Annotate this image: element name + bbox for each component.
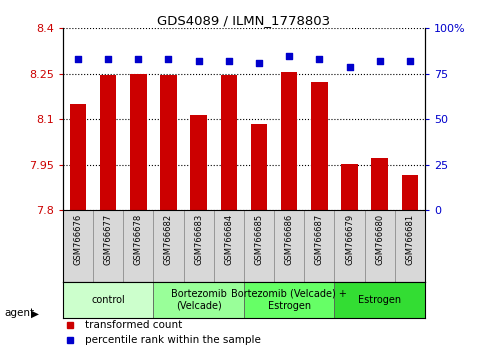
Bar [154, 210, 184, 282]
Point [74, 56, 82, 62]
Text: control: control [91, 295, 125, 305]
Bar [184, 210, 213, 282]
Text: transformed count: transformed count [85, 320, 182, 330]
Bar [251, 124, 267, 210]
Text: GSM766681: GSM766681 [405, 214, 414, 265]
Bar [160, 75, 177, 210]
Bar [395, 210, 425, 282]
Text: GSM766680: GSM766680 [375, 214, 384, 265]
Point [165, 56, 172, 62]
Bar [213, 210, 244, 282]
Title: GDS4089 / ILMN_1778803: GDS4089 / ILMN_1778803 [157, 14, 330, 27]
Text: Estrogen: Estrogen [358, 295, 401, 305]
Text: GSM766682: GSM766682 [164, 214, 173, 265]
Point [285, 53, 293, 58]
Text: agent: agent [5, 308, 35, 318]
Text: GSM766679: GSM766679 [345, 214, 354, 265]
Text: GSM766683: GSM766683 [194, 214, 203, 265]
Bar [334, 210, 365, 282]
Point [225, 58, 233, 64]
Bar [190, 115, 207, 210]
Bar [130, 74, 146, 210]
Bar [304, 210, 334, 282]
Bar [63, 282, 154, 318]
Bar [100, 75, 116, 210]
Point [255, 60, 263, 66]
Bar [334, 282, 425, 318]
Bar [365, 210, 395, 282]
Bar [70, 104, 86, 210]
Text: GSM766677: GSM766677 [103, 214, 113, 265]
Bar [402, 176, 418, 210]
Text: ▶: ▶ [31, 308, 40, 318]
Bar [274, 210, 304, 282]
Text: GSM766676: GSM766676 [73, 214, 83, 265]
Point [406, 58, 414, 64]
Bar [341, 164, 358, 210]
Bar [221, 75, 237, 210]
Point [315, 56, 323, 62]
Point [134, 56, 142, 62]
Point [376, 58, 384, 64]
Point [346, 64, 354, 69]
Bar [123, 210, 154, 282]
Text: Bortezomib (Velcade) +
Estrogen: Bortezomib (Velcade) + Estrogen [231, 289, 347, 310]
Bar [311, 82, 327, 210]
Bar [93, 210, 123, 282]
Bar [371, 158, 388, 210]
Text: Bortezomib
(Velcade): Bortezomib (Velcade) [170, 289, 227, 310]
Text: GSM766687: GSM766687 [315, 214, 324, 265]
Text: percentile rank within the sample: percentile rank within the sample [85, 335, 260, 344]
Bar [154, 282, 244, 318]
Bar [63, 210, 93, 282]
Point [104, 56, 112, 62]
Text: GSM766685: GSM766685 [255, 214, 264, 265]
Point [195, 58, 202, 64]
Bar [281, 72, 298, 210]
Text: GSM766684: GSM766684 [224, 214, 233, 265]
Text: GSM766678: GSM766678 [134, 214, 143, 265]
Bar [244, 210, 274, 282]
Text: GSM766686: GSM766686 [284, 214, 294, 265]
Bar [244, 282, 334, 318]
